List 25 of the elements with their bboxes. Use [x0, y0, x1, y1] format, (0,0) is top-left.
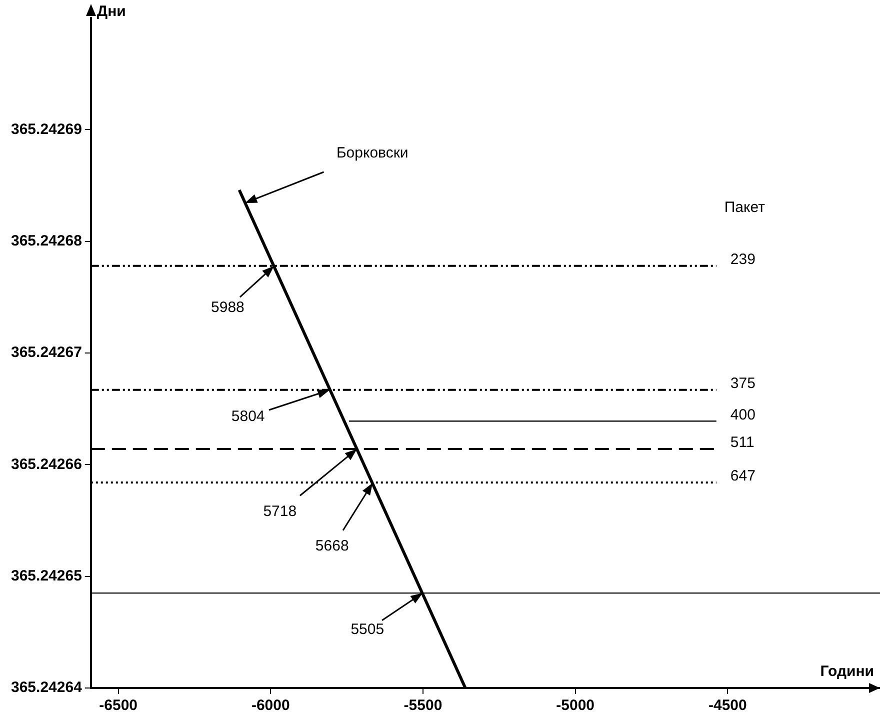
annotation: Борковски	[336, 144, 408, 162]
annotation: 5505	[350, 621, 384, 638]
annotation: 5668	[315, 538, 349, 555]
series-label: 400	[730, 406, 756, 424]
x-tick-label: -5500	[404, 697, 442, 714]
y-axis-title: Дни	[96, 3, 126, 20]
annotation: 5718	[263, 503, 297, 520]
y-tick-label: 365.24264	[11, 679, 83, 696]
y-tick-label: 365.24268	[11, 232, 82, 250]
y-tick-label: 365.24269	[11, 120, 82, 138]
annotation: 5804	[231, 408, 265, 425]
x-tick-label: -4500	[708, 697, 747, 714]
x-axis-title: Години	[820, 663, 874, 680]
y-tick-label: 365.24266	[11, 456, 82, 473]
annotation: 5988	[211, 299, 244, 316]
series-label: 511	[730, 434, 754, 452]
series-label: 239	[730, 251, 756, 268]
x-tick-label: -5000	[556, 697, 595, 714]
x-tick-label: -6000	[251, 697, 290, 714]
x-tick-label: -6500	[99, 697, 138, 714]
y-tick-label: 365.24265	[11, 567, 82, 584]
series-label: 647	[730, 468, 756, 485]
series-label: 375	[730, 374, 756, 392]
y-tick-label: 365.24267	[11, 344, 82, 362]
legend-title: Пакет	[724, 199, 766, 216]
